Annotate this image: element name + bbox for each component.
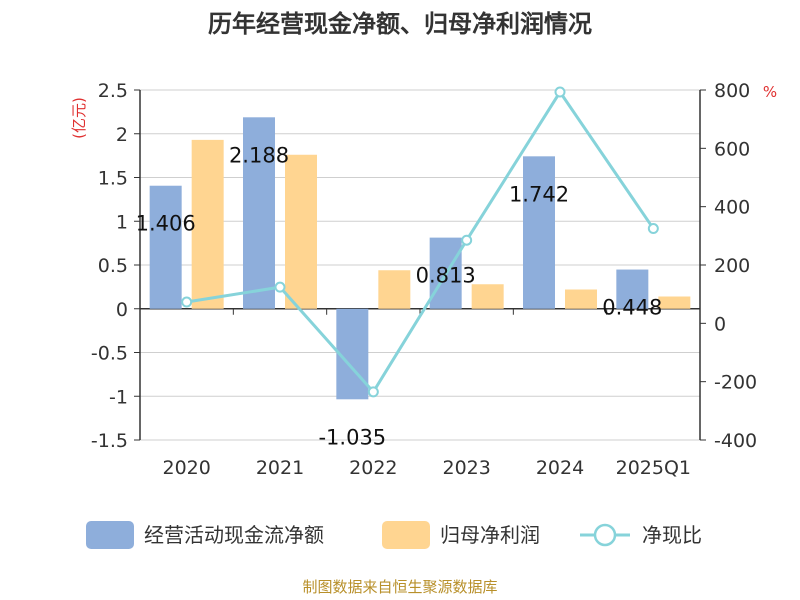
data-label: -1.035 (318, 425, 386, 449)
net-profit-bar (471, 284, 504, 309)
ratio-point (554, 86, 566, 98)
legend-swatch-net-profit (382, 521, 430, 549)
left-tick-label: 1.5 (98, 168, 128, 190)
cashflow-bar (523, 156, 555, 309)
ratio-line (181, 86, 659, 398)
data-label: 1.742 (509, 182, 569, 206)
left-tick-label: 1 (116, 211, 128, 233)
category-label: 2023 (442, 457, 490, 479)
cashflow-bar (616, 269, 649, 309)
legend: 经营活动现金流净额 归母净利润 净现比 (86, 521, 702, 549)
right-tick-label: 0 (714, 313, 726, 335)
left-tick-label: 2.5 (98, 80, 128, 102)
ratio-polyline (186, 89, 655, 395)
net-profit-bar (378, 270, 411, 309)
cashflow-bar (336, 308, 369, 400)
right-tick-label: 400 (714, 197, 750, 219)
category-label: 2025Q1 (616, 457, 691, 479)
data-label: 1.406 (136, 212, 196, 236)
ratio-point (647, 223, 659, 235)
left-axis-unit: (亿元) (70, 97, 88, 139)
left-tick-label: 0 (116, 299, 128, 321)
left-tick-label: 0.5 (98, 255, 128, 277)
net-profit-bar (658, 296, 691, 309)
axes: 2.5 2 1.5 1 0.5 0 -0.5 -1 -1.5 800 600 400 200 0 -200 -… (70, 80, 777, 479)
cashflow-bar (243, 117, 275, 309)
net-profit-bar (191, 139, 224, 309)
ratio-point (181, 296, 193, 308)
net-profit-bar (565, 289, 597, 309)
data-source: 制图数据来自恒生聚源数据库 (302, 578, 497, 596)
legend-swatch-ratio-marker (593, 523, 617, 547)
data-label: 0.448 (602, 296, 662, 320)
legend-swatch-cashflow (86, 521, 134, 549)
legend-label-cashflow: 经营活动现金流净额 (144, 523, 324, 547)
right-tick-label: -200 (714, 372, 757, 394)
category-label: 2022 (349, 457, 397, 479)
left-tick-label: -0.5 (91, 343, 128, 365)
data-labels: 1.406 2.188 -1.035 0.813 1.742 0.448 (136, 143, 663, 449)
bars (149, 117, 691, 400)
data-label: 0.813 (416, 264, 476, 288)
right-tick-label: 600 (714, 138, 750, 160)
category-label: 2021 (256, 457, 304, 479)
ratio-point (367, 386, 379, 398)
right-axis-unit: % (763, 83, 777, 101)
left-tick-label: -1 (109, 386, 128, 408)
net-profit-bar (285, 154, 317, 309)
ratio-point (274, 281, 286, 293)
category-label: 2020 (162, 457, 210, 479)
data-label: 2.188 (229, 143, 289, 167)
legend-label-ratio: 净现比 (642, 523, 702, 547)
legend-label-net-profit: 归母净利润 (440, 523, 540, 547)
right-tick-label: 200 (714, 255, 750, 277)
right-tick-label: 800 (714, 80, 750, 102)
right-tick-label: -400 (714, 430, 757, 452)
cashflow-bar (149, 185, 182, 309)
ratio-point (461, 234, 473, 246)
chart-title: 历年经营现金净额、归母净利润情况 (208, 10, 592, 38)
category-label: 2024 (536, 457, 584, 479)
left-tick-label: 2 (116, 124, 128, 146)
left-tick-label: -1.5 (91, 430, 128, 452)
